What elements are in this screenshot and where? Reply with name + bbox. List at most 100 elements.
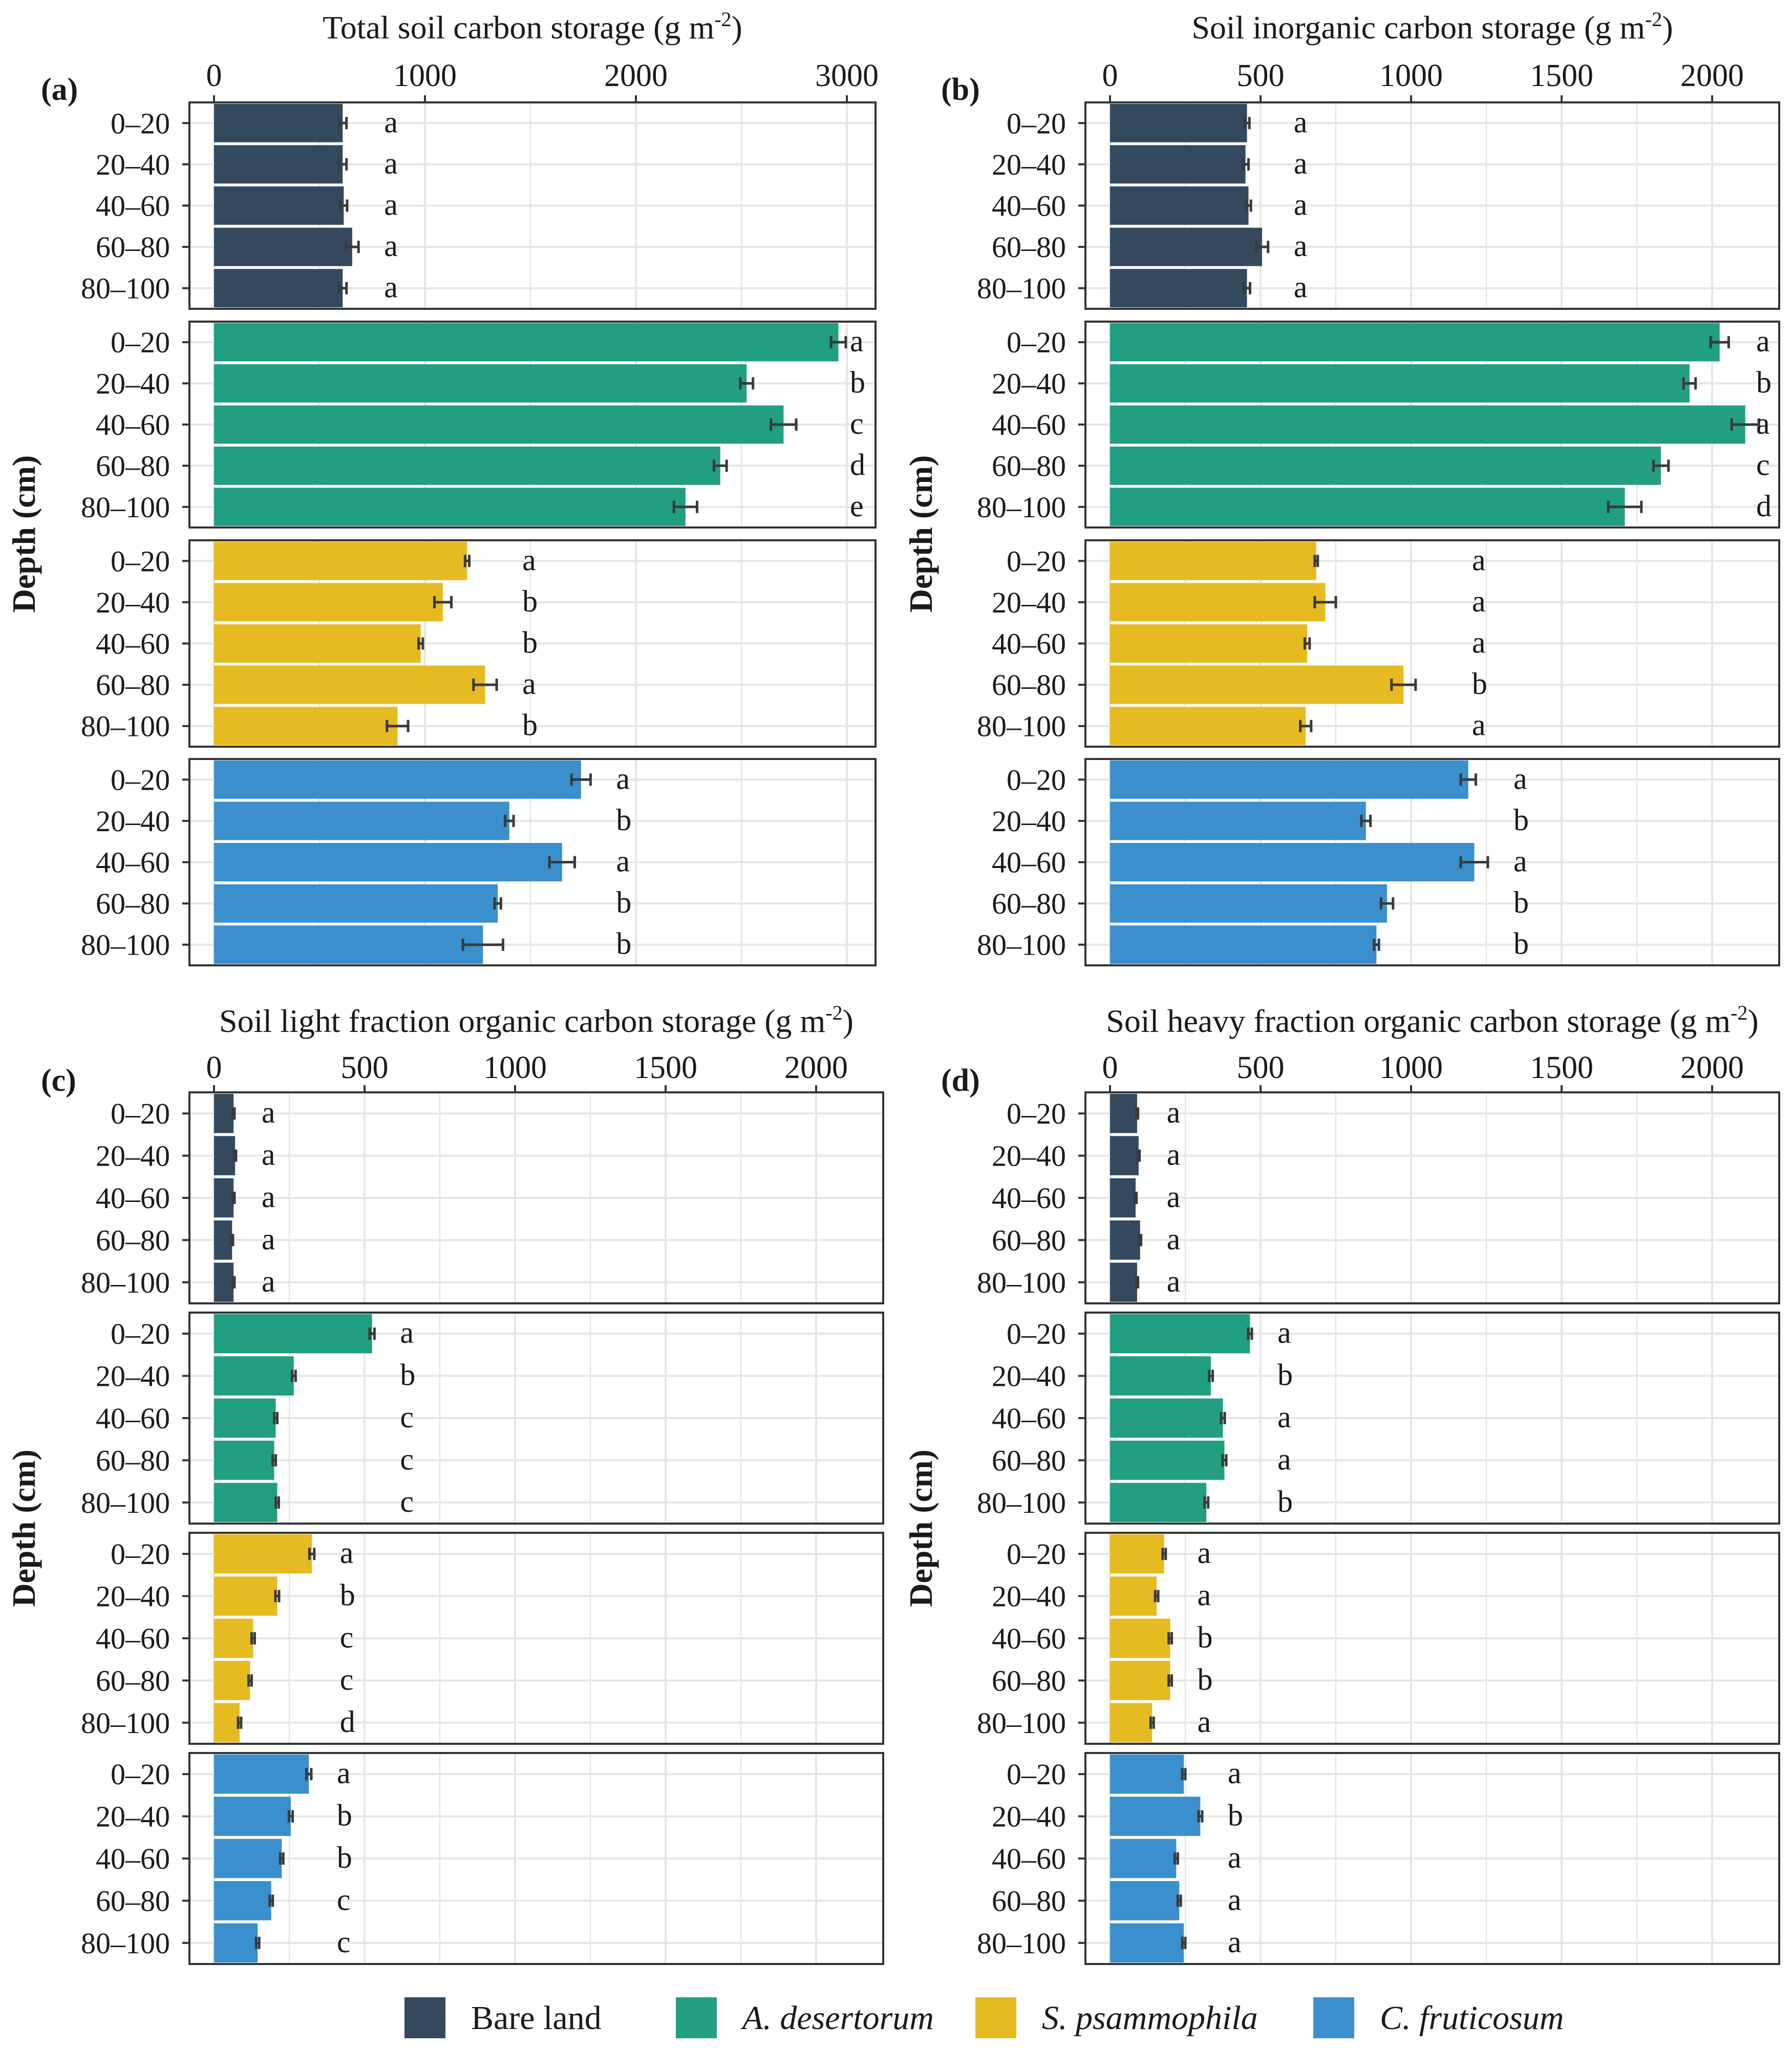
significance-letter: a [1228, 1883, 1242, 1916]
bar-bare-land-40-60 [214, 1178, 234, 1218]
y-tick-label: 80–100 [977, 1706, 1066, 1740]
significance-letter: b [522, 626, 538, 660]
y-tick-label: 0–20 [1007, 1097, 1066, 1130]
y-tick-label: 0–20 [1007, 326, 1066, 359]
x-tick-label: 500 [1237, 1050, 1285, 1085]
y-tick-label: 0–20 [111, 107, 170, 140]
bar-s-psammophila-80-100 [214, 1703, 240, 1743]
bar-a-desertorum-60-80 [1110, 447, 1661, 485]
bar-a-desertorum-80-100 [1110, 488, 1625, 526]
bar-s-psammophila-0-20 [214, 1534, 312, 1574]
significance-letter: a [340, 1536, 354, 1570]
bar-s-psammophila-40-60 [1110, 1618, 1170, 1658]
y-tick-label: 80–100 [81, 1706, 170, 1740]
bar-bare-land-0-20 [1110, 103, 1247, 142]
significance-letter: a [1167, 1264, 1181, 1298]
bar-a-desertorum-60-80 [214, 447, 720, 485]
y-tick-label: 20–40 [992, 805, 1066, 838]
significance-letter: a [262, 1138, 275, 1172]
panel-label-4: (d) [941, 1063, 980, 1098]
y-tick-label: 60–80 [96, 1884, 170, 1917]
significance-letter: a [1472, 626, 1486, 660]
bar-s-psammophila-20-40 [1110, 1576, 1157, 1616]
legend-swatch-1 [404, 1997, 445, 2038]
x-tick-label: 1000 [1379, 1050, 1443, 1085]
y-tick-label: 20–40 [96, 586, 170, 619]
y-tick-label: 80–100 [977, 1266, 1066, 1299]
significance-letter: a [1167, 1180, 1181, 1214]
y-tick-label: 20–40 [992, 148, 1066, 181]
y-axis-label: Depth (cm) [6, 455, 42, 613]
y-tick-label: 60–80 [96, 1223, 170, 1257]
significance-letter: d [340, 1705, 355, 1739]
significance-letter: a [1198, 1705, 1211, 1739]
significance-letter: a [1294, 105, 1308, 139]
y-tick-label: 0–20 [1007, 107, 1066, 140]
significance-letter: a [1756, 407, 1770, 440]
y-tick-label: 60–80 [96, 887, 170, 920]
significance-letter: a [384, 105, 398, 139]
bar-s-psammophila-20-40 [1110, 583, 1326, 622]
y-tick-label: 80–100 [81, 1927, 170, 1960]
significance-letter: b [1228, 1799, 1243, 1832]
significance-letter: a [1294, 188, 1308, 222]
bar-a-desertorum-40-60 [214, 1398, 276, 1438]
significance-letter: c [400, 1442, 414, 1476]
bar-a-desertorum-80-100 [1110, 1483, 1207, 1523]
significance-letter: a [1228, 1925, 1242, 1959]
significance-letter: a [522, 543, 536, 577]
bar-c-fruticosum-60-80 [214, 884, 498, 923]
bar-a-desertorum-60-80 [1110, 1441, 1225, 1480]
significance-letter: a [262, 1222, 275, 1256]
y-tick-label: 40–60 [96, 1181, 170, 1215]
panel-label-2: (b) [941, 72, 980, 107]
significance-letter: a [1513, 762, 1527, 795]
significance-letter: c [1756, 448, 1770, 481]
significance-letter: c [400, 1400, 414, 1434]
legend-label-1: Bare land [471, 1999, 602, 2037]
x-tick-label: 1000 [1379, 58, 1443, 93]
y-tick-label: 0–20 [1007, 1317, 1066, 1350]
x-tick-label: 1500 [1530, 1050, 1593, 1085]
significance-letter: a [337, 1756, 351, 1790]
significance-letter: b [400, 1358, 415, 1392]
bar-bare-land-20-40 [1110, 145, 1246, 184]
bar-bare-land-0-20 [1110, 1093, 1137, 1133]
bar-c-fruticosum-20-40 [214, 801, 509, 840]
bar-bare-land-20-40 [214, 1136, 236, 1175]
y-tick-label: 80–100 [977, 272, 1066, 305]
y-tick-label: 40–60 [992, 1402, 1066, 1435]
y-tick-label: 60–80 [992, 1223, 1066, 1257]
significance-letter: d [1756, 489, 1772, 523]
y-tick-label: 0–20 [111, 544, 170, 578]
y-tick-label: 40–60 [992, 846, 1066, 879]
bar-bare-land-80-100 [1110, 1262, 1137, 1302]
y-tick-label: 0–20 [111, 1317, 170, 1350]
significance-letter: a [384, 229, 398, 263]
bar-s-psammophila-80-100 [214, 707, 398, 746]
y-tick-label: 20–40 [992, 1360, 1066, 1393]
x-tick-label: 0 [1102, 1050, 1118, 1085]
significance-letter: b [1513, 885, 1529, 919]
bar-bare-land-20-40 [1110, 1136, 1139, 1175]
y-tick-label: 60–80 [992, 1444, 1066, 1477]
significance-letter: a [1472, 584, 1486, 618]
y-tick-label: 60–80 [96, 1444, 170, 1477]
bar-bare-land-20-40 [214, 145, 343, 184]
y-tick-label: 40–60 [992, 1842, 1066, 1875]
legend-swatch-3 [975, 1997, 1016, 2038]
bar-a-desertorum-0-20 [1110, 1314, 1250, 1354]
y-tick-label: 80–100 [81, 272, 170, 305]
significance-letter: a [1513, 844, 1527, 878]
y-tick-label: 20–40 [96, 148, 170, 181]
significance-letter: b [1198, 1620, 1213, 1654]
y-tick-label: 40–60 [992, 1181, 1066, 1215]
significance-letter: b [522, 708, 538, 742]
legend-label-2: A. desertorum [740, 1999, 934, 2037]
significance-letter: b [1277, 1358, 1293, 1392]
x-tick-label: 2000 [604, 58, 668, 93]
significance-letter: b [616, 927, 631, 961]
bar-s-psammophila-60-80 [214, 665, 485, 704]
y-tick-label: 40–60 [96, 1842, 170, 1875]
